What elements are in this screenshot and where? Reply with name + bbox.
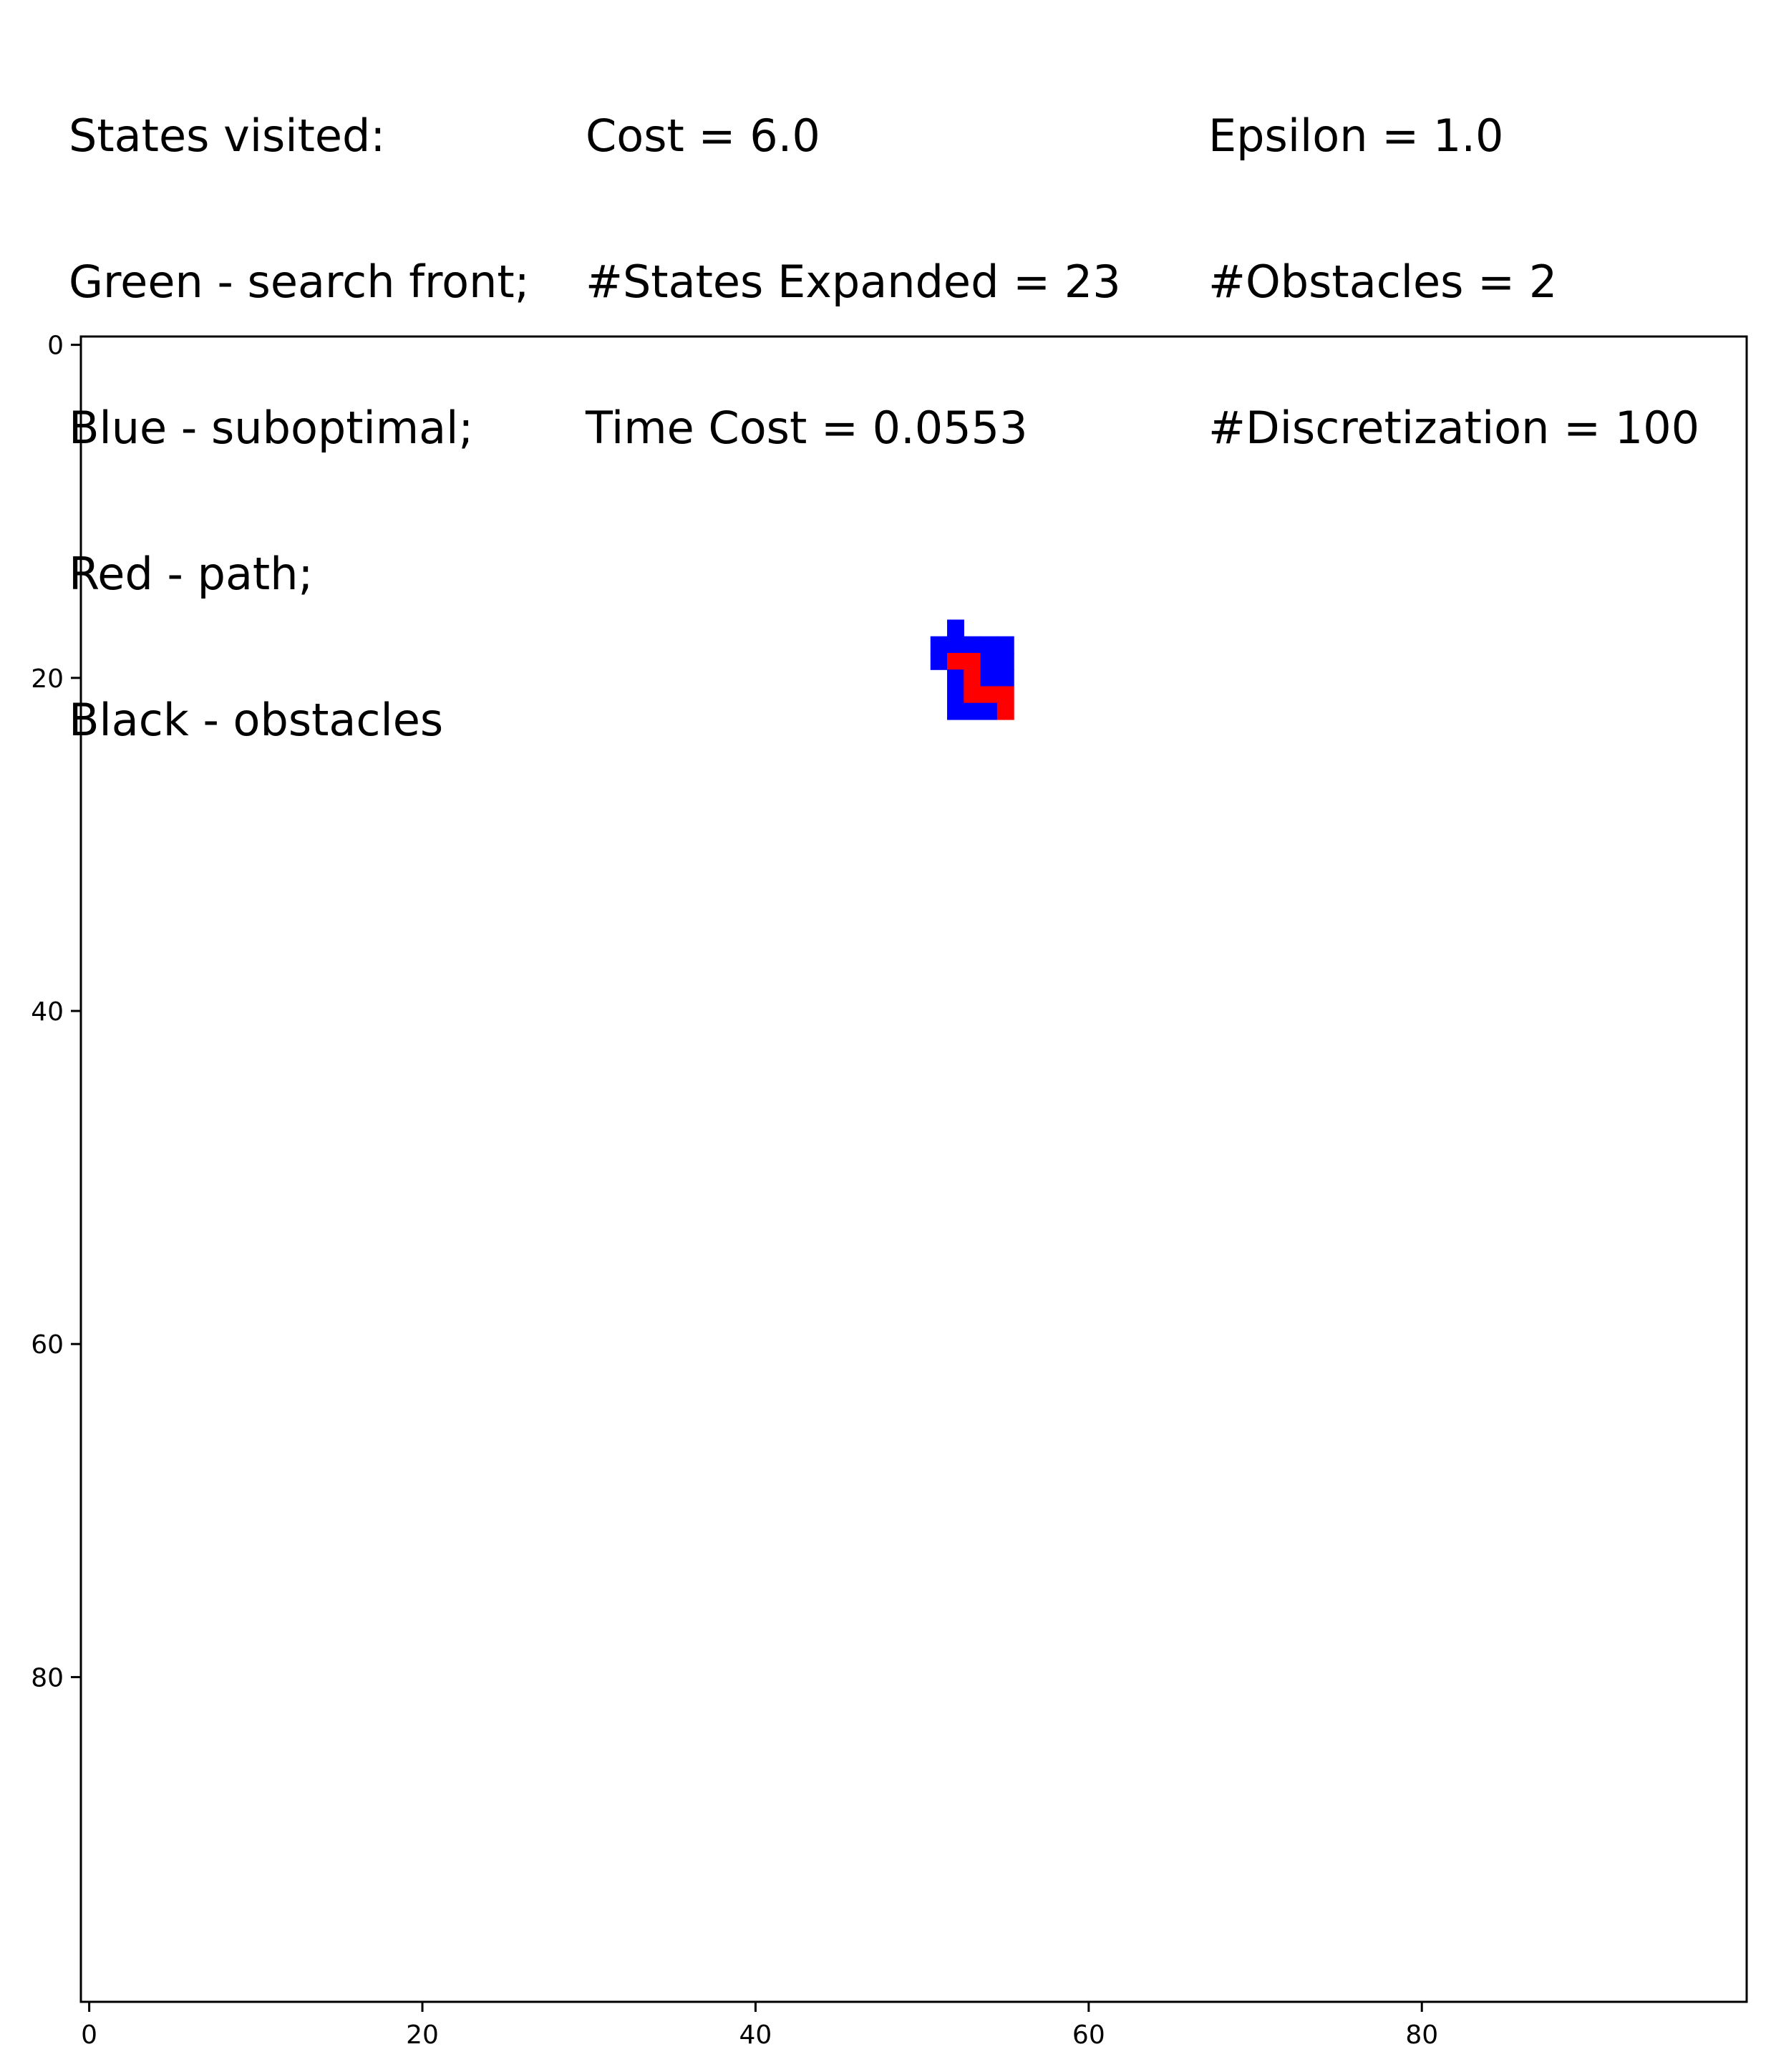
- axes-frame: [79, 335, 1748, 2003]
- suboptimal-cell: [930, 652, 948, 670]
- cells-layer: [930, 619, 1014, 720]
- suboptimal-cell: [947, 619, 964, 637]
- y-tick-label: 60: [31, 1330, 64, 1360]
- path-cell: [964, 652, 981, 670]
- epsilon-label: Epsilon = 1.0: [1208, 110, 1504, 162]
- stats-text-block: Cost = 6.0 #States Expanded = 23 Time Co…: [586, 14, 1121, 501]
- suboptimal-cell: [980, 652, 998, 670]
- suboptimal-cell: [980, 669, 998, 687]
- x-tick-label: 80: [1405, 2020, 1438, 2050]
- legend-title: States visited:: [69, 110, 386, 162]
- y-tick-label: 0: [47, 331, 64, 361]
- path-cell: [947, 652, 964, 670]
- states-expanded-label: #States Expanded = 23: [586, 256, 1121, 308]
- suboptimal-cell: [980, 702, 998, 720]
- obstacles-count-label: #Obstacles = 2: [1208, 256, 1558, 308]
- path-cell: [996, 702, 1014, 720]
- x-tick-label: 0: [81, 2020, 97, 2050]
- x-tick-label: 40: [739, 2020, 772, 2050]
- suboptimal-cell: [996, 636, 1014, 654]
- path-cell: [980, 686, 998, 704]
- discretization-label: #Discretization = 100: [1208, 402, 1700, 454]
- time-cost-label: Time Cost = 0.0553: [586, 402, 1028, 454]
- y-tick-label: 40: [31, 997, 64, 1027]
- suboptimal-cell: [964, 636, 981, 654]
- params-text-block: Epsilon = 1.0 #Obstacles = 2 #Discretiza…: [1208, 14, 1699, 501]
- x-tick-label: 60: [1072, 2020, 1105, 2050]
- suboptimal-cell: [947, 686, 964, 704]
- legend-blue-entry: Blue - suboptimal;: [69, 402, 474, 454]
- suboptimal-cell: [930, 636, 948, 654]
- suboptimal-cell: [980, 636, 998, 654]
- suboptimal-cell: [947, 669, 964, 687]
- legend-black-entry: Black - obstacles: [69, 694, 444, 746]
- legend-red-entry: Red - path;: [69, 548, 314, 600]
- suboptimal-cell: [996, 652, 1014, 670]
- y-tick-label: 80: [31, 1663, 64, 1693]
- suboptimal-cell: [947, 702, 964, 720]
- path-cell: [996, 686, 1014, 704]
- legend-green-entry: Green - search front;: [69, 256, 530, 308]
- suboptimal-cell: [947, 636, 964, 654]
- legend-text-block: States visited: Green - search front; Bl…: [69, 14, 530, 793]
- cost-label: Cost = 6.0: [586, 110, 820, 162]
- path-cell: [964, 669, 981, 687]
- x-tick-label: 20: [406, 2020, 439, 2050]
- suboptimal-cell: [996, 669, 1014, 687]
- y-tick-label: 20: [31, 664, 64, 694]
- path-cell: [964, 686, 981, 704]
- y-axis: 0 20 40 60 80: [31, 331, 81, 1693]
- suboptimal-cell: [964, 702, 981, 720]
- x-axis: 0 20 40 60 80: [81, 2002, 1438, 2050]
